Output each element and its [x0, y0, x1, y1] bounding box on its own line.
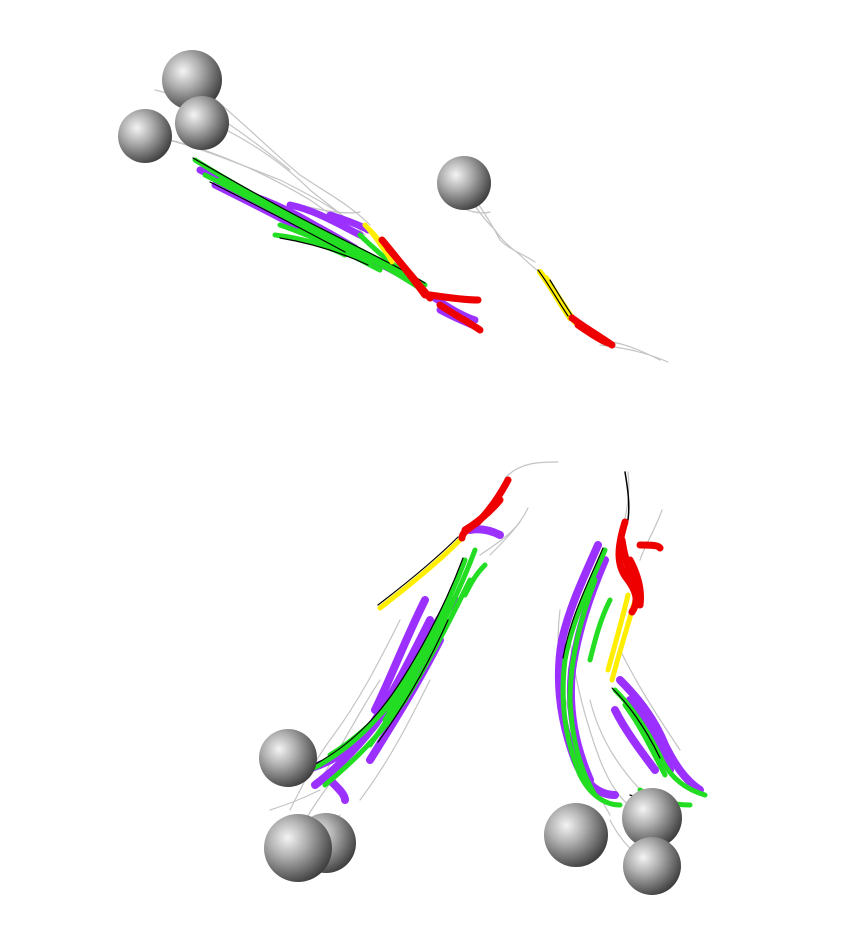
- ensemble-bottom-right: [544, 471, 708, 895]
- green-ribbons: [560, 547, 708, 808]
- sphere: [622, 788, 682, 848]
- sphere-group: [437, 156, 491, 210]
- red-segment: [615, 518, 664, 616]
- sphere: [437, 156, 491, 210]
- sphere: [162, 50, 222, 110]
- yellow-segment: [377, 537, 463, 611]
- black-outlines: [307, 557, 464, 769]
- backbone-traces: [454, 184, 669, 363]
- black-outlines: [192, 157, 426, 284]
- sphere: [623, 837, 681, 895]
- red-segment: [458, 476, 512, 542]
- sphere: [175, 96, 229, 150]
- green-ribbons: [192, 157, 433, 298]
- red-segment: [568, 314, 616, 349]
- sphere-group: [118, 50, 229, 163]
- ensemble-top-left: [118, 50, 484, 334]
- sphere-group: [544, 788, 682, 895]
- sphere-group: [259, 729, 356, 882]
- black-outlines: [624, 471, 630, 521]
- ensemble-top-right: [437, 156, 669, 363]
- ensemble-bottom-left: [259, 461, 559, 882]
- purple-ribbons: [301, 525, 504, 804]
- black-outlines: [377, 536, 459, 606]
- sphere: [259, 729, 317, 787]
- red-segment: [378, 236, 484, 334]
- sphere: [544, 803, 608, 867]
- sphere: [264, 814, 332, 882]
- green-ribbons: [307, 547, 488, 788]
- sphere: [118, 109, 172, 163]
